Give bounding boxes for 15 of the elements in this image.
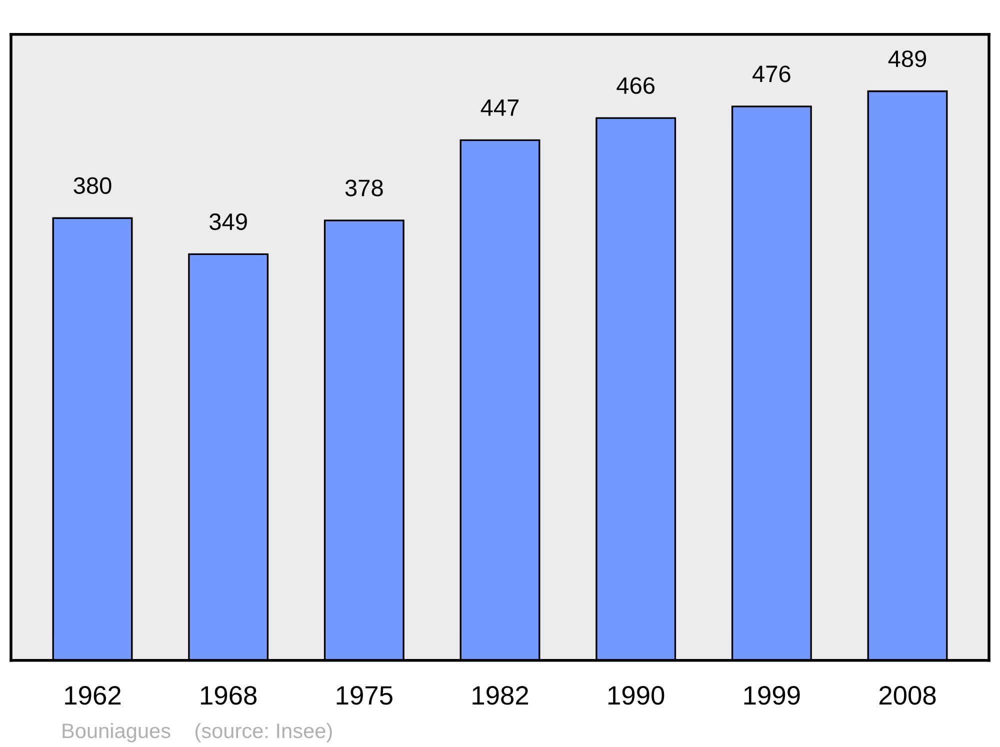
text: Bouniagues (source: Insee) [62,722,332,742]
data-label: 466 [616,77,654,94]
data-label: 378 [345,180,383,196]
x-tick-label: 1962 [65,686,121,705]
data-label: 476 [752,66,790,82]
x-tick-label: 1975 [336,686,392,705]
data-label: 489 [888,50,926,68]
data-label: 380 [74,177,112,194]
x-tick-label: 2008 [879,686,936,705]
x-tick-label: 1968 [200,686,257,705]
data-label: 349 [210,213,247,230]
x-tick-label: 1982 [472,686,528,705]
x-tick-label: 1999 [744,686,800,705]
data-label: 447 [480,100,519,116]
x-tick-label: 1990 [608,686,664,705]
